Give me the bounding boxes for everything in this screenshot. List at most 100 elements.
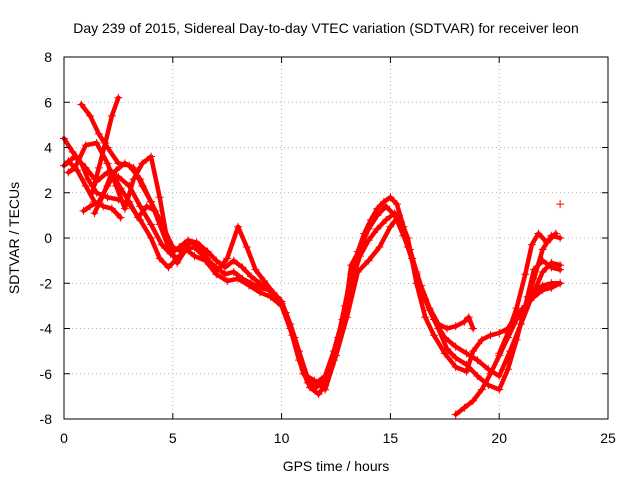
data-point [495,349,504,358]
data-point [462,367,471,376]
data-point [442,324,451,333]
data-point [125,197,134,206]
data-point [244,281,253,290]
x-tick-label: 20 [491,430,507,446]
grid [64,57,608,419]
data-point [260,276,269,285]
data-point [556,265,565,274]
data-point [399,231,408,240]
data-point [416,281,425,290]
data-point [460,403,469,412]
y-tick-label: 6 [44,94,52,110]
data-point [556,279,565,288]
data-point [469,347,478,356]
data-point [64,157,73,166]
data-point [379,197,388,206]
data-point [495,372,504,381]
x-tick-label: 10 [274,430,290,446]
data-point [286,324,295,333]
y-tick-label: -2 [40,275,53,291]
data-point [538,245,547,254]
axis-ticks: 0 5 10 15 20 25 -8 -6 -4 -2 0 2 4 6 8 [40,49,616,446]
data-point [221,270,230,279]
data-point [223,254,232,263]
data-point [116,213,125,222]
data-point [107,204,116,213]
x-tick-label: 15 [383,430,399,446]
data-point [151,206,160,215]
data-point [408,254,417,263]
data-point [527,240,536,249]
data-point [364,224,373,233]
data-point [138,159,147,168]
data-series [60,93,565,419]
data-point [512,304,521,313]
series-track-6 [90,168,160,222]
y-tick-label: 4 [44,140,52,156]
data-point [547,263,556,272]
data-point [538,267,547,276]
data-point [390,211,399,220]
data-point [538,281,547,290]
data-point [434,319,443,328]
data-point [295,356,304,365]
data-point [238,263,247,272]
data-point [86,111,95,120]
y-tick-label: 8 [44,49,52,65]
data-point [486,369,495,378]
data-point [223,276,232,285]
data-point [73,166,82,175]
data-point [495,385,504,394]
data-point [212,267,221,276]
data-point [338,324,347,333]
data-point [79,206,88,215]
data-point [440,349,449,358]
data-point [68,148,77,157]
data-point [355,245,364,254]
data-point [382,215,391,224]
data-point [321,376,330,385]
data-point [534,229,543,238]
data-point [103,159,112,168]
data-point [155,254,164,263]
series-track-7 [88,93,123,197]
data-point [386,222,395,231]
data-point [547,279,556,288]
outlier-points [556,200,565,209]
data-point [266,292,275,301]
data-point [495,329,504,338]
data-point [530,265,539,274]
data-point [543,238,552,247]
data-point [521,270,530,279]
data-point [477,335,486,344]
data-point [373,224,382,233]
series-track-8 [64,157,125,222]
series-track-10 [495,229,560,358]
data-point [186,238,195,247]
data-point [373,211,382,220]
data-point [421,313,430,322]
x-tick-label: 5 [169,430,177,446]
data-point [347,261,356,270]
data-point [251,265,260,274]
y-tick-label: -8 [40,411,53,427]
data-point [99,202,108,211]
data-point [90,209,99,218]
chart-title: Day 239 of 2015, Sidereal Day-to-day VTE… [73,20,579,36]
data-point [375,243,384,252]
data-point [129,163,138,172]
data-point [92,138,101,147]
data-point [242,243,251,252]
data-point [469,324,478,333]
data-point [551,229,560,238]
data-point [469,396,478,405]
data-point [247,272,256,281]
data-point [90,197,99,206]
data-point [486,331,495,340]
data-point [538,256,547,265]
data-point [155,220,164,229]
data-point [164,263,173,272]
data-point [164,243,173,252]
data-point [255,279,264,288]
series-track-11 [516,256,565,328]
